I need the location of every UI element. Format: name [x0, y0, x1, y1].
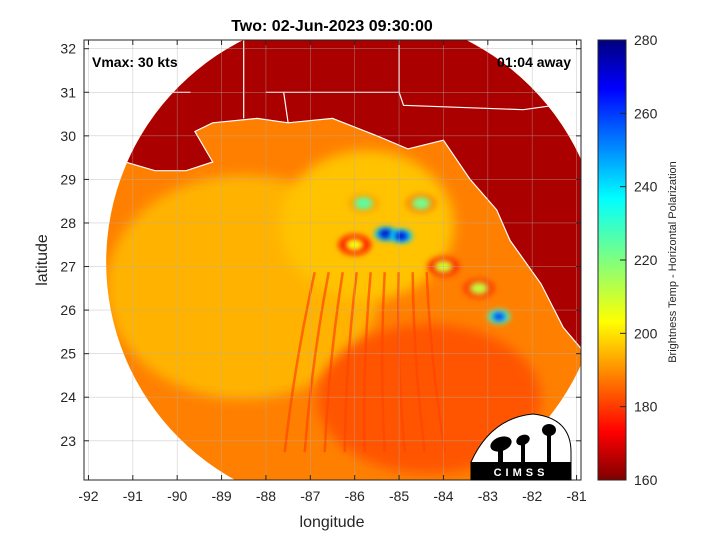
- rain-band-streak: [411, 272, 426, 453]
- convective-core: [354, 197, 373, 210]
- y-axis-ticks: 23 24 25 26 27 28 29 30 31 32: [60, 41, 581, 449]
- colorbar-label: Brightness Temp - Horizontal Polarizatio…: [667, 161, 679, 363]
- convective-core: [412, 197, 431, 210]
- x-axis-ticks: -92 -91 -90 -89 -88 -87 -86 -85 -84 -83 -82 -81: [78, 40, 587, 504]
- state-border: [398, 92, 555, 111]
- logo-dish-left: [490, 436, 512, 452]
- convective-core: [379, 229, 393, 239]
- x-tick-label: -83: [478, 488, 498, 504]
- rain-band-streak: [323, 271, 344, 453]
- colorbar-ticks: 160 180 200 220 240 260 280: [620, 32, 658, 488]
- logo-dish-left-stand: [498, 446, 503, 462]
- x-tick-label: -81: [566, 488, 586, 504]
- vmax-annotation: Vmax: 30 kts: [92, 54, 178, 70]
- time-away-annotation: 01:04 away: [497, 54, 571, 70]
- chart-title: Two: 02-Jun-2023 09:30:00: [231, 18, 433, 35]
- colorbar-tick-label: 280: [634, 32, 658, 48]
- y-tick-label: 28: [60, 215, 76, 231]
- logo-tower: [547, 434, 551, 462]
- x-tick-label: -85: [389, 488, 409, 504]
- x-tick-label: -88: [256, 488, 276, 504]
- x-tick-label: -87: [300, 488, 320, 504]
- y-tick-label: 31: [60, 84, 76, 100]
- colorbar-tick-label: 200: [634, 325, 658, 341]
- colorbar-tick-label: 220: [634, 252, 658, 268]
- rain-band-streak: [303, 271, 330, 453]
- y-tick-label: 32: [60, 41, 76, 57]
- x-tick-label: -91: [123, 488, 143, 504]
- logo-dish-mid: [516, 434, 530, 446]
- axes-box: [83, 39, 582, 481]
- rain-band-streak: [425, 272, 446, 453]
- logo-dish-mid-stand: [521, 442, 525, 462]
- y-tick-label: 25: [60, 346, 76, 362]
- colorbar-tick-label: 240: [634, 179, 658, 195]
- convective-core: [469, 282, 488, 295]
- coastline: [84, 117, 581, 350]
- y-tick-label: 30: [60, 128, 76, 144]
- y-tick-label: 27: [60, 259, 76, 275]
- x-tick-label: -90: [167, 488, 187, 504]
- logo-text: CIMSS: [494, 467, 549, 479]
- grid-lines: [84, 40, 581, 480]
- x-tick-label: -82: [522, 488, 542, 504]
- y-tick-label: 26: [60, 302, 76, 318]
- y-tick-label: 23: [60, 433, 76, 449]
- x-tick-label: -86: [345, 488, 365, 504]
- convective-core: [394, 231, 408, 241]
- logo-base-bar: [471, 462, 571, 480]
- rain-band-streak: [380, 272, 386, 453]
- x-tick-label: -89: [211, 488, 231, 504]
- colorbar-tick-label: 160: [634, 472, 658, 488]
- cimss-logo: CIMSS: [470, 413, 572, 481]
- convective-core: [492, 312, 506, 321]
- ocean-dark-south: [317, 324, 542, 474]
- x-tick-label: -84: [433, 488, 453, 504]
- land-mass: [106, 40, 581, 354]
- y-tick-label: 29: [60, 171, 76, 187]
- y-axis-label: latitude: [34, 234, 51, 286]
- x-tick-label: -92: [78, 488, 98, 504]
- colorbar-tick-label: 180: [634, 399, 658, 415]
- y-tick-label: 24: [60, 389, 76, 405]
- colorbar-tick-label: 260: [634, 105, 658, 121]
- ocean-bright-center: [280, 150, 455, 300]
- rain-band-streak: [363, 272, 372, 453]
- x-axis-label: longitude: [300, 514, 365, 531]
- rain-band-streak: [343, 272, 358, 453]
- logo-tower-tank: [542, 424, 556, 436]
